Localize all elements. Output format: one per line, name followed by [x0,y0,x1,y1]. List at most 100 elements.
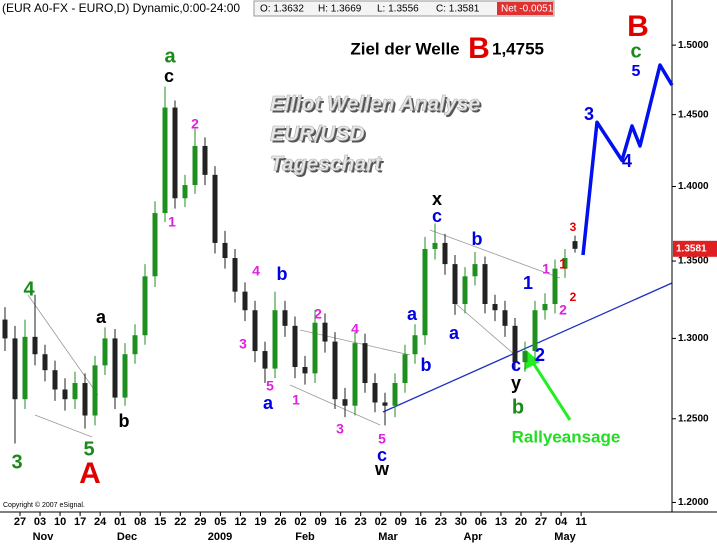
candle-body [382,402,388,406]
wave-label: c [164,66,174,86]
candle-body [532,310,538,352]
x-tick-label: 02 [294,516,306,528]
x-tick-label: 15 [154,516,166,528]
candle-body [362,343,368,384]
wave-label: b [472,229,483,249]
candle-body [432,242,438,249]
candle-body [492,304,498,311]
candle-body [572,241,578,249]
candle-body [242,291,248,311]
x-tick-label: 29 [194,516,206,528]
x-tick-label: 01 [114,516,126,528]
candle-body [482,264,488,305]
candle-body [502,310,508,326]
wave-label: 5 [632,63,641,80]
x-tick-label: 17 [74,516,86,528]
y-tick-label: 1.3500 [678,256,709,267]
x-tick-label: 09 [314,516,326,528]
candle-body [522,351,528,363]
wave-label: 2 [570,290,577,304]
x-tick-label: 03 [34,516,46,528]
candle-body [142,276,148,336]
wave-label: b [512,396,524,418]
wave-label: c [432,206,442,226]
candle-body [62,389,68,400]
candle-body [272,310,278,369]
ohlc-low: L: 1.3556 [377,4,419,15]
wave-label: 1 [168,214,176,230]
candle-body [82,383,88,416]
wave-label: 5 [378,431,386,447]
watermark-shadow: EUR/USD [272,125,367,148]
month-label: 2009 [208,531,232,543]
candle-body [42,354,48,371]
wave-label: a [164,45,176,67]
y-tick-label: 1.4000 [678,181,709,192]
watermark-line: Elliot Wellen Analyse [270,93,480,116]
wave-label: 2 [535,345,545,365]
x-tick-label: 12 [234,516,246,528]
candle-body [122,354,128,398]
candle-body [132,335,138,355]
candle-body [232,258,238,292]
wave-label: 1 [542,261,550,277]
last-price-label: 1.3581 [676,243,707,254]
candle-body [562,258,568,269]
wave-label: b [277,264,288,284]
x-tick-label: 08 [134,516,146,528]
wave-label: 4 [23,278,35,300]
wave-label: a [449,323,460,343]
candle-body [72,383,78,400]
candle-body [202,145,208,175]
watermark-shadow: Elliot Wellen Analyse [272,95,482,118]
candle-body [302,366,308,374]
ohlc-net: Net -0.0051 [501,4,554,15]
wave-label: b [421,355,432,375]
candle-body [342,399,348,406]
x-tick-label: 27 [535,516,547,528]
candle-body [252,310,258,352]
x-tick-label: 27 [14,516,26,528]
wave-label: 1 [292,392,300,408]
candle-body [222,242,228,259]
candle-body [332,341,338,400]
channel-line [27,294,99,396]
wave-label: a [263,393,274,413]
target-label: Ziel der Welle [350,39,459,58]
net-box [497,2,553,15]
wave-label: 2 [314,306,322,322]
last-price-box [673,240,717,257]
wave-label: a [407,304,418,324]
x-tick-label: 16 [335,516,347,528]
candle-body [102,338,108,366]
candle-body [52,370,58,390]
wave-label: A [79,457,101,490]
candle-body [462,276,468,305]
wave-label: 5 [83,438,94,460]
month-label: May [554,531,576,543]
candle-body [392,383,398,406]
wave-label: 3 [570,220,577,234]
watermark-line: EUR/USD [270,123,365,146]
candle-body [542,304,548,311]
x-tick-label: 19 [254,516,266,528]
x-tick-label: 24 [94,516,107,528]
candle-body [552,268,558,305]
wave-label: 4 [622,151,632,171]
candle-body [472,264,478,277]
candle-body [182,185,188,199]
y-tick-label: 1.3000 [678,333,709,344]
month-label: Nov [33,531,55,543]
forecast-line [581,63,674,256]
candle-body [162,107,168,214]
ohlc-close: C: 1.3581 [436,4,480,15]
wave-label: 3 [336,421,344,437]
candle-body [22,336,28,400]
wave-label: y [511,373,521,393]
wave-label: 3 [11,451,22,473]
copyright: Copyright © 2007 eSignal. [3,501,85,509]
x-tick-label: 20 [515,516,527,528]
